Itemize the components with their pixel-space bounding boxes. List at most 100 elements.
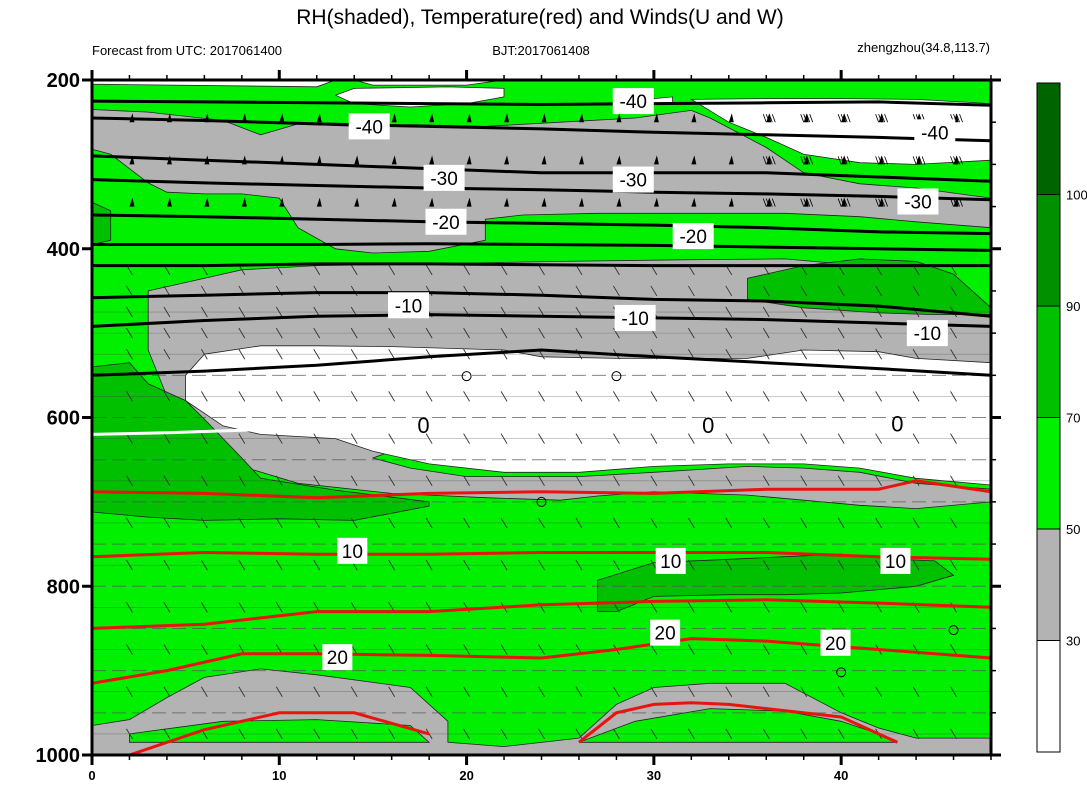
wind-barb — [163, 728, 171, 740]
wind-feather — [846, 198, 851, 207]
wind-pennant — [391, 113, 397, 123]
wind-feather — [912, 156, 917, 165]
wind-barb — [500, 391, 508, 402]
wind-barb — [687, 728, 695, 740]
colorbar-band — [1036, 305, 1061, 418]
contour-label: -40 — [620, 92, 647, 113]
wind-barb — [613, 475, 620, 487]
wind-barb — [163, 644, 171, 655]
wind-barb — [687, 285, 695, 297]
wind-barb — [313, 327, 321, 339]
wind-barb — [126, 327, 133, 339]
wind-barb — [912, 285, 920, 297]
wind-barb — [126, 475, 133, 487]
wind-pennant — [429, 155, 435, 165]
wind-barb — [650, 285, 658, 297]
wind-pennant — [578, 155, 584, 165]
wind-feather — [843, 156, 848, 165]
isotherm-red-25 — [129, 711, 430, 755]
wind-barb — [126, 285, 133, 297]
contour-label: 20 — [655, 624, 676, 645]
wind-pennant — [391, 155, 397, 165]
rh-region-green2 — [92, 201, 112, 245]
wind-barb — [950, 686, 957, 697]
wind-barb — [837, 391, 845, 402]
wind-barb — [238, 327, 246, 339]
wind-barb — [313, 391, 321, 402]
contour-label: 10 — [660, 552, 681, 573]
contour-label: 20 — [327, 648, 348, 669]
wind-barb — [350, 264, 358, 276]
wind-barb — [800, 327, 808, 339]
wind-barb — [950, 644, 957, 655]
wind-pennant — [691, 113, 697, 123]
wind-barb — [500, 327, 508, 339]
wind-feather — [956, 156, 960, 165]
isotherm-black--30 — [92, 154, 991, 183]
wind-barb — [313, 559, 321, 571]
wind-barb — [163, 686, 171, 697]
isotherm-black--30 — [92, 178, 991, 202]
wind-feather — [809, 156, 814, 165]
wind-barb — [538, 327, 545, 339]
wind-barb — [350, 285, 358, 297]
wind-pennant — [466, 155, 472, 165]
wind-barb — [275, 475, 283, 487]
contour-label: -40 — [355, 117, 382, 138]
wind-barb — [800, 644, 808, 655]
wind-barb — [463, 559, 470, 571]
wind-barb — [912, 348, 920, 360]
wind-pennant — [316, 197, 322, 207]
wind-barb — [500, 433, 508, 444]
wind-barb — [613, 559, 620, 571]
wind-barb — [200, 602, 208, 613]
wind-pennant — [653, 197, 659, 207]
wind-barb — [950, 433, 957, 444]
wind-barb — [200, 644, 208, 655]
wind-pennant — [241, 113, 247, 123]
wind-barb — [950, 327, 957, 339]
wind-barb — [650, 602, 658, 613]
wind-pennant — [541, 155, 547, 165]
wind-feather — [959, 156, 963, 165]
wind-barb — [725, 348, 733, 360]
wind-barb — [313, 475, 321, 487]
wind-pennant — [316, 113, 322, 123]
wind-barb — [238, 475, 246, 487]
contour-label-box — [322, 644, 353, 671]
isotherm-red-20 — [92, 637, 991, 685]
isotherm-black--10 — [92, 348, 991, 377]
wind-barb — [800, 686, 808, 697]
colorbar-band — [1036, 417, 1061, 530]
contour-label: 0 — [417, 413, 429, 438]
wind-barb — [313, 728, 321, 740]
wind-feather — [768, 114, 773, 123]
wind-barb — [650, 433, 658, 444]
calm-wind-circle — [611, 371, 622, 382]
wind-feather — [837, 114, 842, 123]
wind-feather — [884, 198, 888, 207]
wind-barb — [837, 728, 845, 740]
wind-barb — [725, 728, 733, 740]
wind-feather — [800, 114, 805, 123]
wind-barb — [313, 686, 321, 697]
wind-barb — [875, 306, 883, 318]
wind-barb — [200, 475, 208, 487]
wind-barb — [725, 391, 733, 402]
contour-label: -30 — [904, 193, 931, 214]
wind-barb — [425, 517, 433, 529]
wind-barb — [875, 517, 883, 529]
wind-barb — [575, 559, 583, 571]
wind-barb — [575, 728, 583, 740]
wind-barb — [275, 306, 283, 318]
wind-barb — [837, 517, 845, 529]
wind-barb — [762, 391, 770, 402]
wind-barb — [388, 475, 396, 487]
wind-pennant — [616, 155, 622, 165]
contour-label: -30 — [620, 171, 647, 192]
wind-barb — [126, 433, 133, 444]
wind-barb — [388, 644, 396, 655]
rh-region-green2 — [747, 258, 991, 316]
wind-barb — [463, 391, 470, 402]
wind-feather — [878, 114, 882, 123]
